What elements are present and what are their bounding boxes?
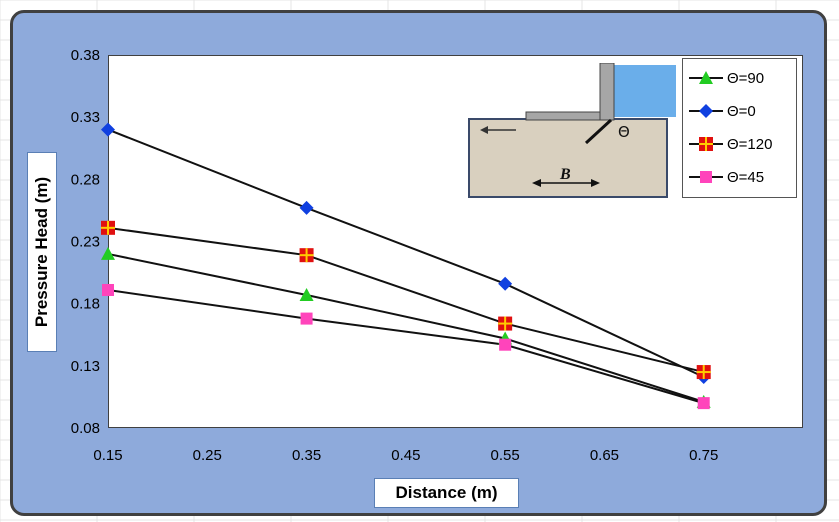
y-tick-label: 0.13 <box>71 358 100 375</box>
y-tick-label: 0.33 <box>71 109 100 126</box>
data-point-series-2[interactable] <box>696 365 711 380</box>
legend-marker-icon <box>689 137 723 151</box>
data-point-series-1[interactable] <box>101 122 115 137</box>
y-tick-label: 0.38 <box>71 47 100 64</box>
data-point-series-3[interactable] <box>697 397 710 410</box>
legend-label: Θ=0 <box>727 102 756 120</box>
series-line-0[interactable] <box>107 252 705 403</box>
dam-wall <box>599 62 615 121</box>
x-tick-label: 0.35 <box>292 447 321 464</box>
legend-marker[interactable] <box>699 71 713 84</box>
legend-item[interactable]: Θ=90 <box>687 65 795 91</box>
y-tick-label: 0.08 <box>71 420 100 437</box>
series-line-2[interactable] <box>107 226 704 374</box>
x-axis-ticks: 0.15 0.25 0.35 0.45 0.55 0.65 0.75 <box>93 447 718 464</box>
width-label: B <box>559 166 571 183</box>
legend-marker[interactable] <box>700 171 712 183</box>
flow-arrow-head <box>480 126 488 134</box>
data-point-series-0[interactable] <box>299 287 314 301</box>
x-axis-title[interactable]: Distance (m) <box>374 478 519 508</box>
y-axis-title-text: Pressure Head (m) <box>32 176 51 328</box>
legend-item[interactable]: Θ=120 <box>687 131 795 157</box>
data-point-series-2[interactable] <box>299 248 314 263</box>
x-tick-label: 0.45 <box>391 447 420 464</box>
x-tick-label: 0.25 <box>193 447 222 464</box>
x-tick-label: 0.55 <box>491 447 520 464</box>
y-tick-label: 0.18 <box>71 296 100 313</box>
data-point-series-3[interactable] <box>102 283 114 296</box>
legend-marker-icon <box>689 104 723 118</box>
data-point-series-3[interactable] <box>300 312 313 325</box>
legend-item[interactable]: Θ=45 <box>687 164 795 190</box>
legend-marker[interactable] <box>699 137 713 151</box>
y-tick-label: 0.23 <box>71 234 100 251</box>
legend-label: Θ=45 <box>727 168 765 186</box>
data-point-series-0[interactable] <box>101 246 115 260</box>
series-line-1[interactable] <box>107 128 705 378</box>
water-reservoir <box>614 65 676 117</box>
x-axis-title-text: Distance (m) <box>395 483 498 502</box>
legend-label: Θ=90 <box>727 69 765 87</box>
series-lines <box>107 128 705 405</box>
data-point-series-1[interactable] <box>498 276 513 291</box>
data-point-series-2[interactable] <box>101 220 115 235</box>
series-line-3[interactable] <box>107 289 704 405</box>
legend-marker[interactable] <box>699 104 713 118</box>
data-point-series-2[interactable] <box>498 316 513 331</box>
dam-schematic-inset: B Θ <box>468 62 678 199</box>
legend-item[interactable]: Θ=0 <box>687 98 795 124</box>
legend-marker-icon <box>689 171 723 183</box>
legend-label: Θ=120 <box>727 135 773 153</box>
series-markers <box>101 122 711 410</box>
data-point-series-3[interactable] <box>499 338 512 351</box>
x-tick-label: 0.75 <box>689 447 718 464</box>
cutoff-line <box>584 118 613 145</box>
y-tick-label: 0.28 <box>71 171 100 188</box>
width-arrow-left <box>532 179 541 187</box>
legend-marker-icon <box>689 71 723 84</box>
y-axis-ticks: 0.38 0.33 0.28 0.23 0.18 0.13 0.08 <box>71 47 100 437</box>
angle-label: Θ <box>618 123 630 141</box>
data-point-series-1[interactable] <box>299 200 314 215</box>
width-arrow-right <box>591 179 600 187</box>
x-tick-label: 0.15 <box>93 447 122 464</box>
y-axis-title[interactable]: Pressure Head (m) <box>27 152 57 352</box>
x-tick-label: 0.65 <box>590 447 619 464</box>
chart-legend: Θ=90 Θ=0 Θ=120 Θ=45 <box>682 58 797 198</box>
